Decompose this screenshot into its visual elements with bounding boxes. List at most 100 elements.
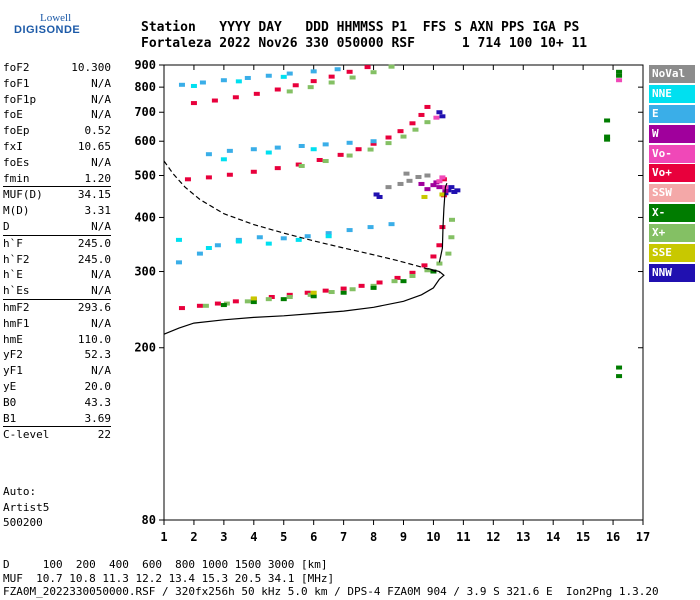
echo-point (424, 268, 431, 273)
scaled-parameters-panel: foF2 10.300 foF1 N/A foF1p N/A foE N/A foEp 0.52 f… (3, 60, 111, 443)
echo-point (376, 194, 383, 199)
echo-point (310, 147, 317, 152)
param-value: 1.20 (84, 171, 112, 185)
profile-curve (438, 182, 448, 263)
echo-point (403, 171, 410, 176)
echo-point (616, 365, 623, 370)
param-value: N/A (91, 364, 111, 378)
echo-point (421, 263, 428, 268)
echo-point (616, 374, 623, 379)
echo-point (205, 245, 212, 250)
echo-point (298, 143, 305, 148)
echo-point (286, 294, 293, 299)
legend-item: SSW (649, 184, 695, 203)
echo-point (244, 299, 251, 304)
param-value: N/A (91, 284, 111, 298)
y-tick-label: 700 (134, 105, 156, 119)
x-tick-label: 5 (280, 530, 287, 544)
echo-point (226, 148, 233, 153)
chart-axes: 1 2 3 4 5 6 7 8 9 10 11 12 13 14 15 16 17802003004005006… (134, 58, 650, 544)
polarization-legend: NoVal NNE E W Vo- Vo+ SSW X- X+ SSE NNW (649, 65, 695, 284)
x-tick-label: 16 (606, 530, 620, 544)
echo-point (418, 181, 425, 186)
echo-point (370, 139, 377, 144)
x-tick-label: 14 (546, 530, 560, 544)
echo-point (280, 297, 287, 302)
echo-point (235, 239, 242, 244)
echo-point (397, 181, 404, 186)
legend-item: NNW (649, 263, 695, 282)
echo-point (448, 235, 455, 240)
echo-point (265, 150, 272, 155)
echo-point (178, 306, 185, 311)
param-value: 20.0 (84, 379, 112, 393)
echo-point (604, 137, 611, 142)
param-name: hmF1 (3, 316, 30, 330)
legend-item: X- (649, 204, 695, 223)
param-row: fmin 1.20 (3, 171, 111, 187)
echo-point (616, 69, 623, 74)
legend-item: X+ (649, 224, 695, 243)
echo-point (196, 303, 203, 308)
echo-point (358, 283, 365, 288)
echo-point (268, 294, 275, 299)
lowell-digisonde-logo: Lowell DIGISONDE (0, 0, 90, 45)
plot-frame (163, 64, 644, 521)
echo-point (175, 237, 182, 242)
echo-point (304, 290, 311, 295)
param-name: h`F (3, 236, 23, 250)
echo-point (265, 297, 272, 302)
echo-point (325, 234, 332, 239)
echo-point (370, 283, 377, 288)
y-tick-label: 500 (134, 168, 156, 182)
echo-point (184, 177, 191, 182)
echo-point (349, 287, 356, 292)
param-name: foF1 (3, 76, 30, 90)
x-tick-label: 15 (576, 530, 590, 544)
echo-point (250, 169, 257, 174)
echo-point (310, 290, 317, 295)
echo-point (214, 301, 221, 306)
echo-point (280, 74, 287, 79)
echo-point (394, 275, 401, 280)
legend-item: Vo- (649, 144, 695, 163)
footer-file-info: FZA0M_2022330050000.RSF / 320fx256h 50 k… (3, 585, 659, 598)
echo-point (304, 234, 311, 239)
echo-point (322, 159, 329, 164)
param-value: N/A (91, 108, 111, 122)
echo-point (346, 228, 353, 233)
param-name: hmE (3, 332, 23, 346)
y-tick-label: 80 (142, 513, 156, 527)
echo-point (190, 83, 197, 88)
legend-item: NNE (649, 84, 695, 103)
param-name: B1 (3, 411, 17, 425)
echo-point (424, 187, 431, 192)
echo-point (256, 235, 263, 240)
echo-point (328, 290, 335, 295)
echo-point (355, 147, 362, 152)
param-name: foE (3, 108, 23, 122)
echo-point (439, 175, 446, 180)
echo-point (220, 78, 227, 83)
echo-point (328, 80, 335, 85)
echo-point (292, 83, 299, 88)
param-row: hmE 110.0 (3, 332, 111, 348)
param-row: yE 20.0 (3, 379, 111, 395)
param-name: yF1 (3, 364, 23, 378)
echo-point (370, 70, 377, 75)
station-header: Station YYYY DAY DDD HHMMSS P1 FFS S AXN… (141, 20, 587, 52)
param-row: C-level 22 (3, 426, 111, 443)
echo-point (376, 280, 383, 285)
param-name: yF2 (3, 348, 23, 362)
param-value: 34.15 (77, 188, 111, 202)
y-tick-label: 200 (134, 341, 156, 355)
x-tick-label: 3 (220, 530, 227, 544)
echo-point (436, 185, 443, 190)
param-row: foF1 N/A (3, 76, 111, 92)
echo-point (409, 121, 416, 126)
echo-point (430, 183, 437, 188)
echo-point (412, 127, 419, 132)
echo-point (409, 273, 416, 278)
param-row: h`F 245.0 (3, 234, 111, 252)
